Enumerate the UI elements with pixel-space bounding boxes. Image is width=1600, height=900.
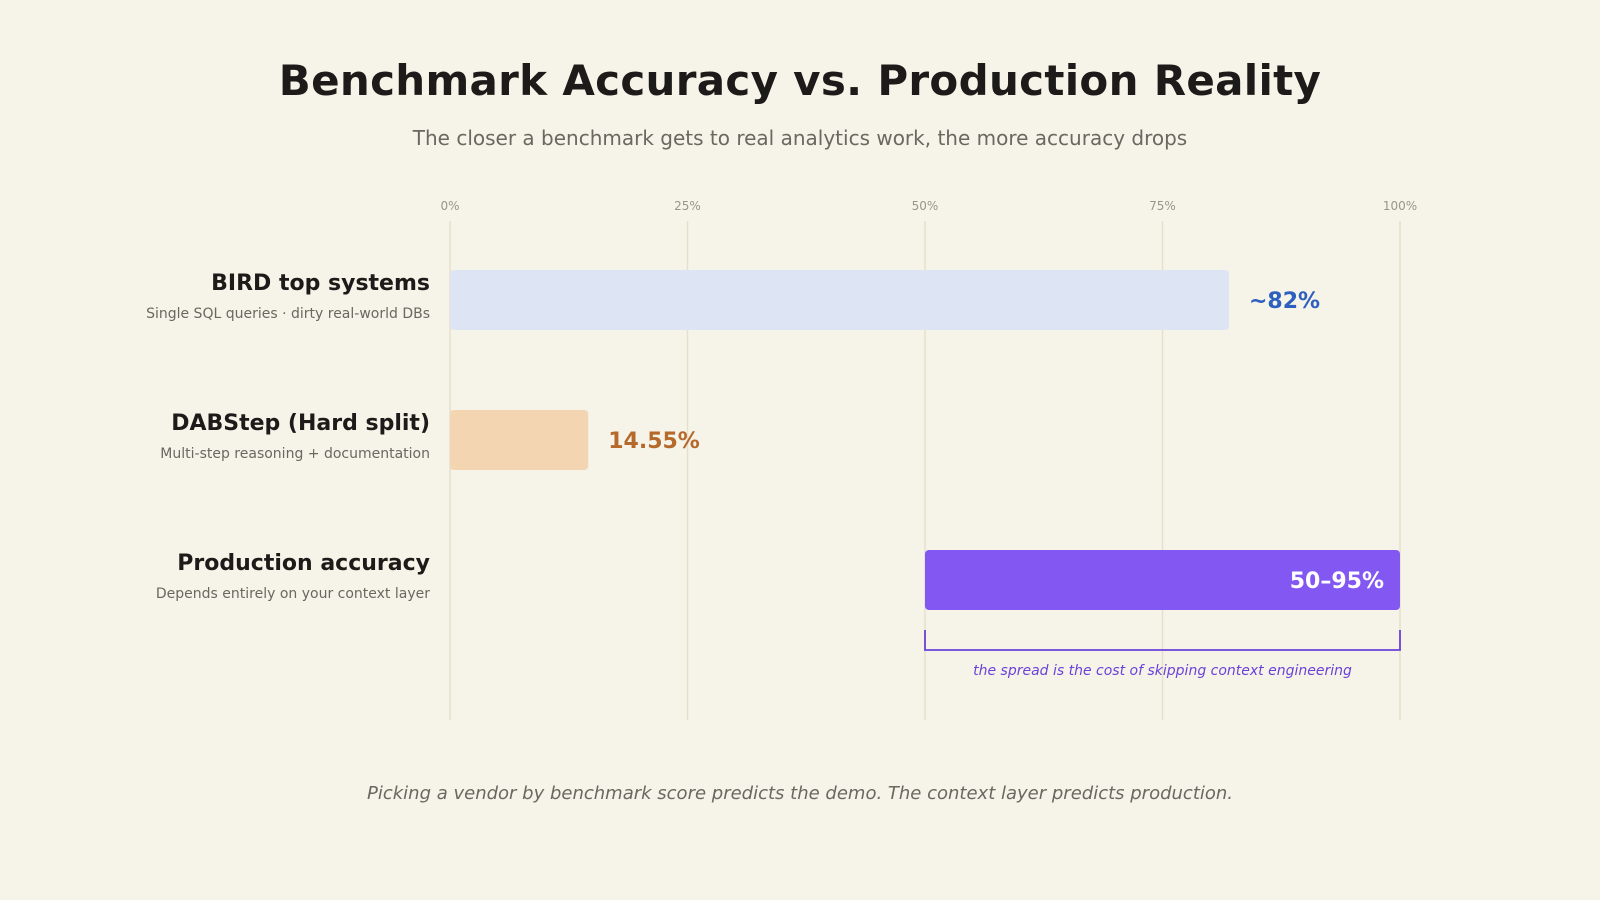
data-label: ~82% bbox=[1249, 289, 1320, 314]
chart-title: Benchmark Accuracy vs. Production Realit… bbox=[278, 56, 1322, 105]
chart-subtitle: The closer a benchmark gets to real anal… bbox=[412, 126, 1188, 150]
x-tick-label: 75% bbox=[1149, 199, 1176, 213]
x-tick-label: 25% bbox=[674, 199, 701, 213]
bracket-annotation: the spread is the cost of skipping conte… bbox=[973, 663, 1352, 679]
x-tick-label: 100% bbox=[1383, 199, 1417, 213]
row-label: DABStep (Hard split) bbox=[171, 411, 430, 436]
bar bbox=[925, 550, 1400, 610]
row-label: BIRD top systems bbox=[211, 271, 430, 296]
row-description: Depends entirely on your context layer bbox=[156, 586, 430, 602]
bar bbox=[450, 410, 589, 470]
row-description: Single SQL queries · dirty real-world DB… bbox=[146, 306, 430, 322]
row-label: Production accuracy bbox=[177, 551, 430, 576]
x-tick-label: 50% bbox=[912, 199, 939, 213]
data-label: 14.55% bbox=[608, 429, 700, 454]
range-bracket bbox=[924, 630, 1401, 651]
bar bbox=[450, 270, 1229, 330]
row-description: Multi-step reasoning + documentation bbox=[160, 446, 430, 462]
data-label: 50–95% bbox=[1290, 569, 1384, 594]
x-tick-label: 0% bbox=[440, 199, 459, 213]
chart-footer-note: Picking a vendor by benchmark score pred… bbox=[366, 783, 1234, 804]
